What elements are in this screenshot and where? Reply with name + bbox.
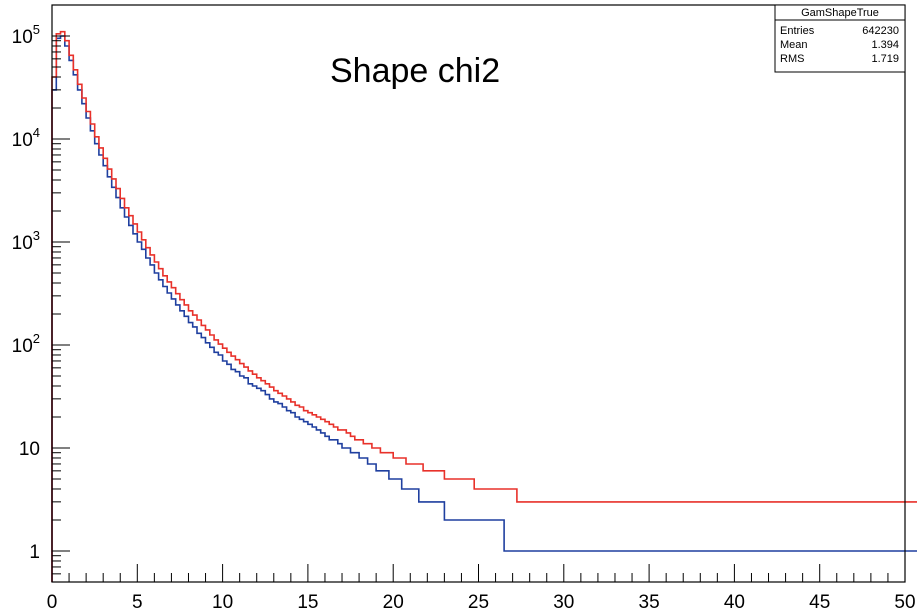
stats-box-title: GamShapeTrue: [801, 7, 879, 19]
x-tick-label: 40: [724, 592, 745, 613]
y-tick-label: 105: [12, 22, 40, 48]
y-tick-base: 10: [12, 233, 33, 254]
y-tick-label: 104: [12, 125, 40, 151]
stats-entries-label: Entries: [780, 25, 815, 37]
histogram-series-1: [51, 35, 917, 582]
x-axis: 0 5 10 15 20 25 30 35 40 45 50: [47, 564, 916, 613]
y-tick-label: 1: [29, 542, 40, 563]
x-tick-label: 25: [468, 592, 489, 613]
stats-entries-value: 642230: [862, 25, 899, 37]
x-tick-label: 15: [297, 592, 318, 613]
stats-rms-value: 1.719: [871, 53, 899, 65]
histogram-series-layer: [51, 30, 917, 582]
chart-title: Shape chi2: [330, 52, 500, 90]
x-tick-label: 45: [809, 592, 830, 613]
y-tick-base: 10: [12, 336, 33, 357]
x-tick-label: 20: [383, 592, 404, 613]
x-tick-label: 35: [639, 592, 660, 613]
x-tick-label: 10: [212, 592, 233, 613]
y-tick-exponent: 4: [33, 125, 40, 140]
histogram-series-2: [51, 30, 917, 582]
x-tick-label: 50: [894, 592, 915, 613]
y-tick-label: 10: [19, 439, 40, 460]
y-tick-base: 10: [12, 27, 33, 48]
y-tick-base: 10: [12, 130, 33, 151]
stats-box: GamShapeTrue Entries 642230 Mean 1.394 R…: [774, 4, 906, 73]
y-tick-base: 1: [29, 542, 40, 563]
stats-mean-label: Mean: [780, 39, 808, 51]
stats-rms-label: RMS: [780, 53, 804, 65]
x-tick-label: 0: [47, 592, 58, 613]
y-tick-exponent: 5: [33, 22, 40, 37]
x-tick-label: 30: [553, 592, 574, 613]
y-tick-exponent: 3: [33, 228, 40, 243]
y-tick-base: 10: [19, 439, 40, 460]
y-tick-label: 102: [12, 331, 40, 357]
y-tick-label: 103: [12, 228, 40, 254]
stats-mean-value: 1.394: [871, 39, 899, 51]
y-tick-exponent: 2: [33, 331, 40, 346]
x-tick-label: 5: [132, 592, 143, 613]
